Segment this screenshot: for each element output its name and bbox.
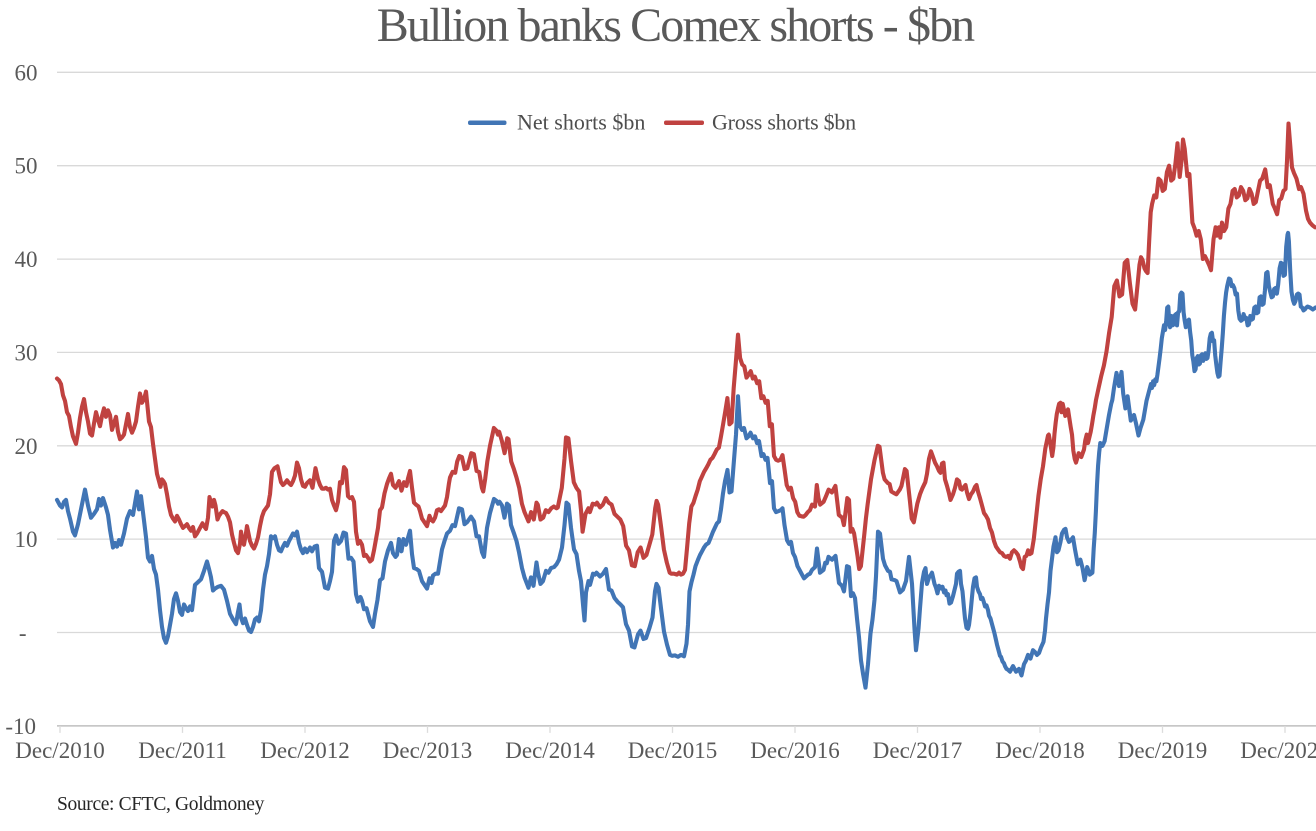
svg-text:Dec/2018: Dec/2018 bbox=[995, 738, 1084, 763]
svg-text:10: 10 bbox=[15, 527, 38, 552]
svg-text:Dec/2014: Dec/2014 bbox=[505, 738, 595, 763]
svg-text:Net shorts $bn: Net shorts $bn bbox=[517, 110, 645, 135]
svg-text:-: - bbox=[19, 621, 27, 646]
svg-text:Dec/2020: Dec/2020 bbox=[1240, 738, 1316, 763]
svg-text:Dec/2019: Dec/2019 bbox=[1118, 738, 1207, 763]
svg-text:Dec/2015: Dec/2015 bbox=[628, 738, 717, 763]
svg-text:Dec/2012: Dec/2012 bbox=[260, 738, 349, 763]
svg-text:20: 20 bbox=[15, 434, 38, 459]
svg-text:60: 60 bbox=[15, 60, 38, 85]
svg-text:Bullion banks Comex shorts - $: Bullion banks Comex shorts - $bn bbox=[377, 0, 975, 52]
svg-text:Source: CFTC, Goldmoney: Source: CFTC, Goldmoney bbox=[57, 794, 265, 815]
svg-text:50: 50 bbox=[15, 154, 38, 179]
svg-text:Gross shorts $bn: Gross shorts $bn bbox=[712, 110, 856, 135]
svg-text:Dec/2016: Dec/2016 bbox=[750, 738, 839, 763]
svg-text:Dec/2013: Dec/2013 bbox=[383, 738, 472, 763]
svg-text:40: 40 bbox=[15, 247, 38, 272]
svg-text:Dec/2011: Dec/2011 bbox=[138, 738, 227, 763]
svg-text:30: 30 bbox=[15, 340, 38, 365]
svg-text:Dec/2010: Dec/2010 bbox=[15, 738, 104, 763]
svg-text:Dec/2017: Dec/2017 bbox=[873, 738, 962, 763]
svg-text:-10: -10 bbox=[5, 714, 36, 739]
